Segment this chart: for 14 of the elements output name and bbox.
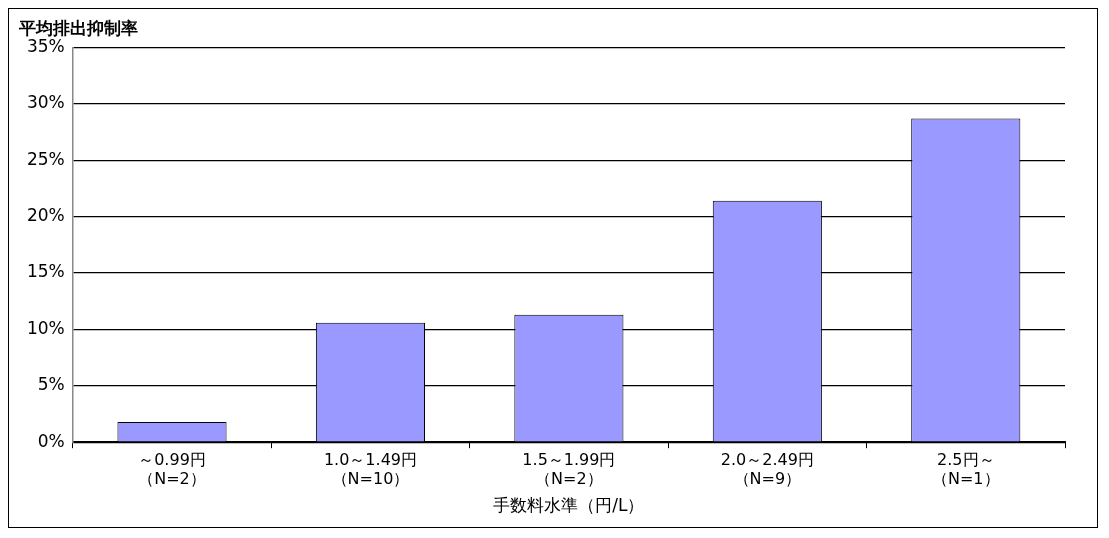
x-tick-label: 1.5～1.99円（N=2） bbox=[522, 449, 616, 489]
x-tick-label: 2.5円～（N=1） bbox=[932, 449, 1000, 489]
y-axis-title: 平均排出抑制率 bbox=[18, 17, 138, 38]
y-tick-label: 20% bbox=[26, 205, 65, 226]
x-tick-label: 2.0～2.49円（N=9） bbox=[720, 449, 814, 489]
x-tick-label: 1.0～1.49円（N=10） bbox=[323, 449, 417, 489]
y-tick-label: 10% bbox=[26, 317, 65, 338]
y-tick-label: 0% bbox=[37, 430, 65, 451]
y-tick-label: 30% bbox=[26, 92, 65, 113]
y-tick-label: 15% bbox=[26, 261, 65, 282]
x-tick-label: ～0.99円（N=2） bbox=[138, 449, 206, 489]
y-tick-label: 25% bbox=[26, 148, 65, 169]
y-tick-label: 5% bbox=[37, 374, 65, 395]
x-axis-title: 手数料水準（円/L） bbox=[493, 495, 645, 516]
